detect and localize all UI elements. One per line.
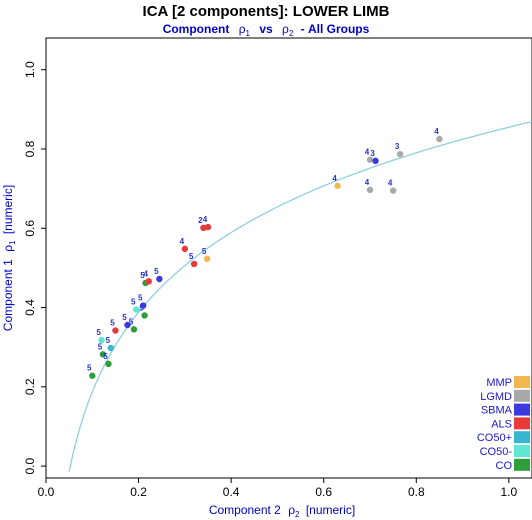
legend-swatch — [514, 445, 530, 457]
data-point — [140, 302, 147, 309]
x-tick-label: 1.0 — [501, 485, 518, 499]
chart-subtitle: Component ρ1 vs ρ2 - All Groups — [163, 22, 370, 39]
data-point — [130, 326, 138, 333]
point-label: 4 — [388, 179, 393, 188]
legend-label: MMP — [486, 377, 512, 389]
legend-swatch — [514, 389, 530, 402]
point-label: 4 — [203, 215, 208, 224]
y-tick-label: 0.6 — [23, 220, 37, 237]
fit-curve — [68, 120, 532, 472]
data-point — [181, 245, 189, 253]
point-label: 5 — [140, 271, 145, 280]
point-label: 4 — [180, 237, 185, 246]
point-label: 3 — [395, 142, 400, 151]
y-tick-label: 1.0 — [23, 61, 37, 78]
y-axis-label: Component 1 ρ1 [numeric] — [1, 185, 18, 331]
point-label: 4 — [332, 174, 337, 183]
data-point — [124, 321, 131, 329]
legend-swatch — [514, 417, 530, 430]
data-point — [156, 275, 163, 283]
point-label: 5 — [96, 328, 101, 337]
point-label: 2 — [198, 216, 203, 225]
point-label: 5 — [87, 364, 92, 373]
plot-frame — [45, 37, 532, 479]
data-point — [145, 278, 152, 285]
data-point — [112, 327, 119, 334]
data-point — [204, 223, 212, 231]
x-axis: 0.0 0.2 0.4 0.6 0.8 1.0 — [38, 478, 518, 499]
data-point — [99, 351, 107, 358]
point-label: 5 — [154, 267, 159, 276]
data-points: 55555555555545455244444334 — [87, 127, 443, 379]
data-point — [372, 157, 379, 165]
data-point — [389, 187, 397, 194]
y-tick-label: 0.0 — [23, 457, 37, 474]
point-label: 5 — [98, 342, 103, 351]
legend-label: SBMA — [481, 405, 513, 417]
x-tick-label: 0.8 — [408, 485, 425, 499]
x-tick-label: 0.4 — [223, 485, 240, 499]
point-label: 5 — [129, 317, 134, 326]
point-label: 4 — [365, 178, 370, 187]
data-point — [366, 186, 374, 194]
data-point — [334, 182, 341, 190]
point-label: 4 — [144, 269, 149, 278]
legend-label: CO50+ — [477, 432, 512, 444]
data-point — [107, 344, 115, 352]
x-tick-label: 0.2 — [130, 485, 147, 499]
point-label: 5 — [122, 313, 127, 322]
point-label: 5 — [110, 319, 115, 328]
point-label: 3 — [370, 149, 375, 158]
legend-label: ALS — [491, 418, 512, 430]
data-point — [366, 156, 374, 163]
chart-title: ICA [2 components]: LOWER LIMB — [143, 3, 390, 20]
data-point — [203, 255, 211, 262]
legend-swatch — [514, 431, 530, 444]
legend-label: LGMD — [480, 391, 512, 403]
point-label: 4 — [365, 148, 370, 157]
data-point — [98, 336, 105, 344]
point-label: 5 — [131, 298, 136, 307]
point-label: 5 — [189, 252, 194, 261]
y-tick-label: 0.8 — [23, 140, 37, 157]
legend-label: CO — [496, 460, 513, 472]
point-label: 5 — [106, 336, 111, 345]
x-tick-label: 0.0 — [38, 485, 55, 499]
y-axis: 0.0 0.2 0.4 0.6 0.8 1.0 — [23, 61, 46, 474]
data-point — [396, 150, 404, 158]
x-axis-label: Component 2 ρ2 [numeric] — [209, 503, 355, 520]
x-tick-label: 0.6 — [315, 485, 332, 499]
legend-swatch — [514, 458, 530, 471]
point-label: 5 — [138, 294, 143, 303]
data-point — [133, 306, 140, 313]
data-point — [89, 372, 96, 379]
y-tick-label: 0.2 — [23, 378, 37, 395]
legend-swatch — [514, 403, 530, 416]
data-point — [436, 135, 443, 143]
point-label: 5 — [103, 352, 108, 361]
legend-label: CO50- — [480, 446, 513, 458]
y-tick-label: 0.4 — [23, 299, 37, 316]
data-point — [190, 260, 198, 268]
point-label: 4 — [434, 127, 439, 136]
legend-swatch — [514, 376, 530, 388]
data-point — [105, 360, 112, 368]
point-label: 5 — [202, 247, 207, 256]
data-point — [141, 312, 148, 319]
